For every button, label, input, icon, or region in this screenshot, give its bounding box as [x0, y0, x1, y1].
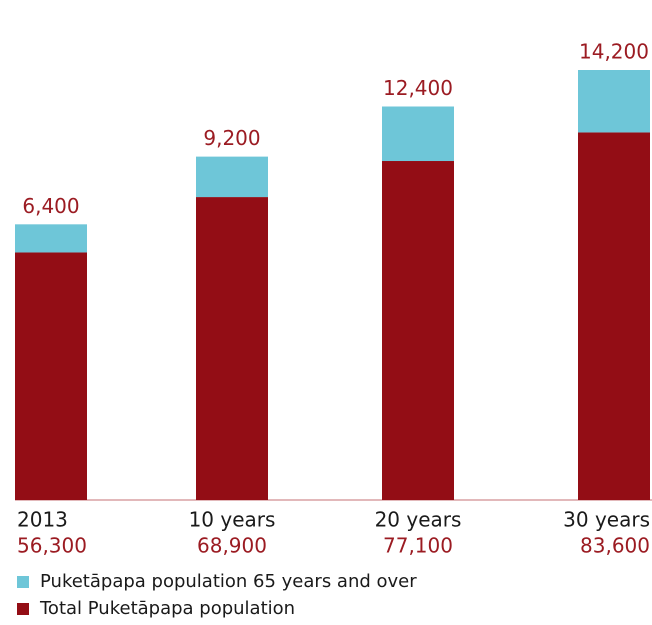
bar-segment [15, 252, 87, 500]
bar-segment [196, 156, 268, 198]
legend-swatch [17, 576, 29, 588]
bar-segment [578, 70, 650, 133]
x-tick-label: 10 years [189, 508, 276, 532]
bar-segment [578, 132, 650, 500]
top-value-label: 12,400 [383, 76, 453, 100]
top-value-label: 9,200 [203, 126, 260, 150]
bar-segment [196, 197, 268, 501]
total-value-label: 77,100 [383, 534, 453, 558]
total-value-label: 56,300 [17, 534, 87, 558]
top-value-label: 14,200 [579, 40, 649, 64]
total-value-label: 83,600 [580, 534, 650, 558]
x-tick-label: 2013 [17, 508, 68, 532]
legend-label: Total Puketāpapa population [39, 598, 295, 619]
bar-segment [382, 106, 454, 162]
legend-swatch [17, 603, 29, 615]
x-tick-label: 30 years [563, 508, 650, 532]
top-value-label: 6,400 [22, 194, 79, 218]
bar-segment [15, 224, 87, 253]
x-tick-label: 20 years [375, 508, 462, 532]
legend-label: Puketāpapa population 65 years and over [40, 571, 417, 592]
bar-segment [382, 161, 454, 500]
total-value-label: 68,900 [197, 534, 267, 558]
